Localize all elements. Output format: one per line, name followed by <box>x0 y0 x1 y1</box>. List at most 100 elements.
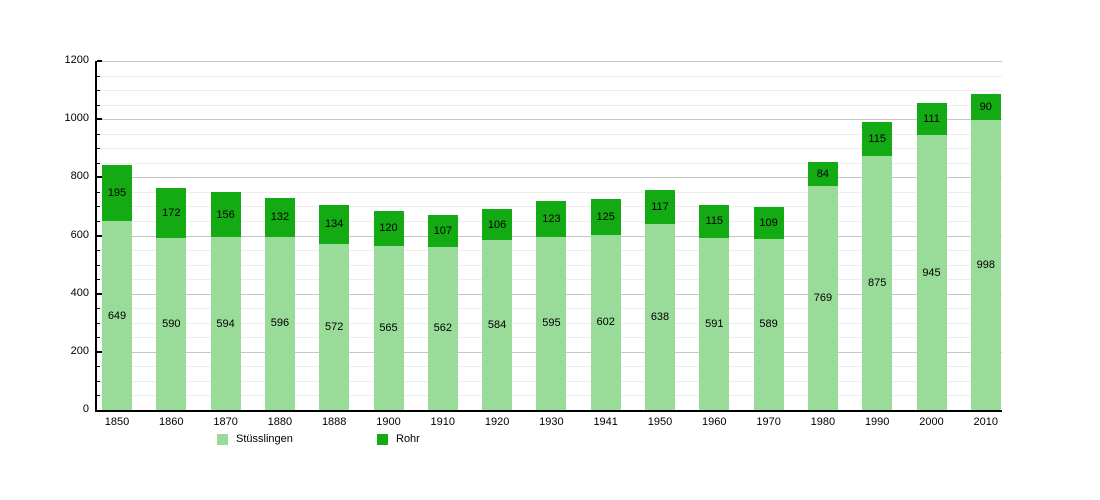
value-label-rohr: 90 <box>979 100 992 113</box>
value-label-rohr: 117 <box>651 201 669 214</box>
y-axis-major-tick <box>97 234 102 237</box>
y-axis-label: 1000 <box>64 112 89 125</box>
value-label-rohr: 134 <box>325 218 344 231</box>
x-axis-label: 1970 <box>756 416 781 428</box>
segment-rohr-1900: 120 <box>373 210 404 246</box>
y-axis-major-tick <box>97 118 102 121</box>
value-label-rohr: 120 <box>379 222 398 235</box>
segment-rohr-1990: 115 <box>862 122 893 156</box>
bar-1980: 84 769 <box>807 161 838 410</box>
x-axis-label: 1960 <box>702 416 727 428</box>
x-axis-label: 1860 <box>159 416 184 428</box>
value-label-stuesslingen: 875 <box>868 276 887 289</box>
x-axis-label: 1920 <box>484 416 510 428</box>
value-label-rohr: 109 <box>759 216 778 229</box>
segment-rohr-1870: 156 <box>210 191 241 238</box>
y-axis-label: 400 <box>70 286 89 299</box>
bar-2000: 111 945 <box>916 102 947 410</box>
legend-label-rohr: Rohr <box>396 433 420 445</box>
value-label-rohr: 115 <box>868 132 886 145</box>
segment-stuesslingen-1990: 875 <box>862 155 893 410</box>
value-label-rohr: 172 <box>162 207 181 220</box>
bar-1910: 107 562 <box>427 215 458 410</box>
segment-stuesslingen-1880: 596 <box>264 236 295 410</box>
segment-stuesslingen-1970: 589 <box>753 238 784 410</box>
major-gridline <box>97 177 1002 179</box>
minor-gridline <box>97 162 1002 164</box>
y-axis-major-tick <box>97 60 102 62</box>
x-axis-label: 2010 <box>973 416 999 428</box>
segment-rohr-1980: 84 <box>807 161 838 187</box>
y-axis-label: 200 <box>70 344 89 357</box>
y-axis-minor-tick <box>97 279 100 281</box>
segment-stuesslingen-1920: 584 <box>482 240 513 410</box>
minor-gridline <box>97 90 1002 92</box>
bar-1990: 115 875 <box>862 122 893 410</box>
x-axis-label: 1910 <box>430 416 456 428</box>
x-axis-label: 1850 <box>104 416 130 428</box>
x-axis-label: 1900 <box>376 416 401 428</box>
x-axis-label: 1888 <box>321 416 347 428</box>
segment-rohr-1920: 106 <box>482 209 513 241</box>
plot-area: 0 200 400 600 800 1000 1200 195 649 1850 172 590 186… <box>65 54 1002 428</box>
x-axis-label: 1870 <box>213 416 238 428</box>
y-axis-major-tick <box>97 292 102 295</box>
y-axis-minor-tick <box>97 162 100 164</box>
segment-stuesslingen-1941: 602 <box>590 234 621 410</box>
segment-rohr-1880: 132 <box>264 198 295 237</box>
segment-stuesslingen-2010: 998 <box>970 119 1001 410</box>
major-gridline <box>97 61 1002 62</box>
segment-stuesslingen-1870: 594 <box>210 237 241 410</box>
value-label-stuesslingen: 769 <box>813 292 833 305</box>
value-label-stuesslingen: 596 <box>270 317 290 330</box>
legend-entry-rohr: Rohr <box>377 433 420 446</box>
segment-stuesslingen-2000: 945 <box>916 135 947 410</box>
minor-gridline <box>97 191 1002 193</box>
segment-stuesslingen-1910: 562 <box>427 246 458 410</box>
legend-swatch-rohr <box>377 434 388 445</box>
legend-label-stuesslingen: Stüsslingen <box>236 433 293 445</box>
minor-gridline <box>97 133 1002 135</box>
y-axis-label: 0 <box>82 403 89 415</box>
y-axis-minor-tick <box>97 380 100 382</box>
segment-stuesslingen-1980: 769 <box>807 186 838 410</box>
minor-gridline <box>97 148 1002 150</box>
y-axis-label: 1200 <box>64 54 89 66</box>
legend-entry-stuesslingen: Stüsslingen <box>217 433 293 446</box>
legend-swatch-stuesslingen <box>217 434 228 445</box>
y-axis-minor-tick <box>97 250 100 252</box>
y-axis-minor-tick <box>97 337 100 339</box>
segment-rohr-2000: 111 <box>916 102 947 136</box>
segment-rohr-2010: 90 <box>970 93 1001 120</box>
bar-1920: 106 584 <box>482 209 513 410</box>
y-axis-minor-tick <box>97 206 100 208</box>
y-axis-label: 600 <box>70 228 89 241</box>
segment-rohr-1941: 125 <box>590 198 621 235</box>
segment-rohr-1930: 123 <box>536 201 567 237</box>
minor-gridline <box>97 104 1002 106</box>
segment-stuesslingen-1850: 649 <box>102 221 132 410</box>
value-label-rohr: 111 <box>923 113 940 126</box>
bar-1960: 115 591 <box>699 204 730 410</box>
value-label-stuesslingen: 584 <box>487 319 507 332</box>
x-axis-label: 1950 <box>647 416 673 428</box>
value-label-rohr: 107 <box>433 224 452 237</box>
y-axis-minor-tick <box>97 366 100 368</box>
x-axis-label: 1990 <box>864 416 890 428</box>
bar-2010: 90 998 <box>970 93 1001 410</box>
y-axis-minor-tick <box>97 264 100 266</box>
y-axis-minor-tick <box>97 220 100 222</box>
y-axis-minor-tick <box>97 395 100 397</box>
value-label-stuesslingen: 945 <box>922 266 941 279</box>
segment-stuesslingen-1860: 590 <box>156 238 187 410</box>
segment-stuesslingen-1950: 638 <box>645 224 675 410</box>
value-label-rohr: 115 <box>705 215 724 228</box>
value-label-stuesslingen: 649 <box>107 309 127 322</box>
x-axis-label: 1941 <box>593 416 618 428</box>
y-axis-minor-tick <box>97 148 100 150</box>
value-label-stuesslingen: 591 <box>705 318 724 331</box>
y-axis-minor-tick <box>97 133 100 135</box>
bar-1950: 117 638 <box>645 190 675 410</box>
bar-1870: 156 594 <box>210 191 241 410</box>
